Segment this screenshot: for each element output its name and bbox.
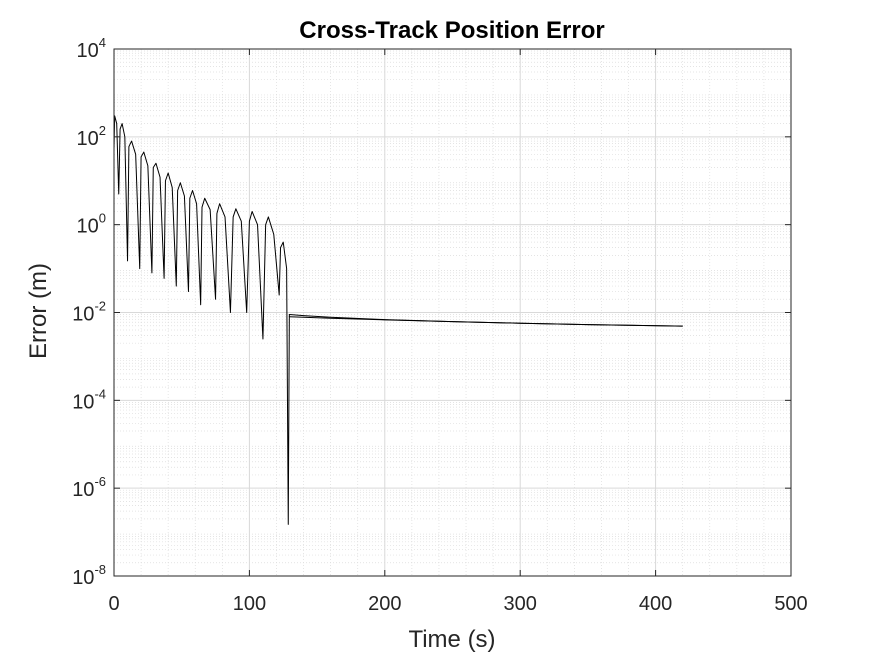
y-tick-label: 10-6 — [72, 474, 106, 501]
y-tick-label: 10-4 — [72, 386, 106, 413]
chart-title: Cross-Track Position Error — [299, 17, 604, 44]
y-tick-label: 102 — [77, 123, 106, 150]
y-tick-label: 104 — [77, 35, 106, 62]
y-tick-label: 100 — [77, 211, 106, 238]
x-tick-label: 200 — [368, 593, 401, 615]
series-line-2 — [289, 316, 683, 327]
y-tick-label: 10-2 — [72, 299, 106, 326]
y-tick-label: 10-8 — [72, 562, 106, 589]
x-tick-label: 500 — [774, 593, 807, 615]
x-tick-label: 0 — [108, 593, 119, 615]
x-tick-label: 400 — [639, 593, 672, 615]
tick-marks — [113, 48, 792, 577]
x-tick-label: 100 — [233, 593, 266, 615]
x-axis-label: Time (s) — [408, 626, 495, 653]
series-layer — [113, 115, 683, 525]
x-tick-labels: 0 100 200 300 400 500 — [108, 593, 807, 615]
series-line-1 — [113, 115, 683, 525]
y-tick-labels: 104 102 100 10-2 10-4 10-6 10-8 — [72, 35, 106, 589]
x-tick-label: 300 — [504, 593, 537, 615]
y-axis-label: Error (m) — [25, 263, 52, 359]
